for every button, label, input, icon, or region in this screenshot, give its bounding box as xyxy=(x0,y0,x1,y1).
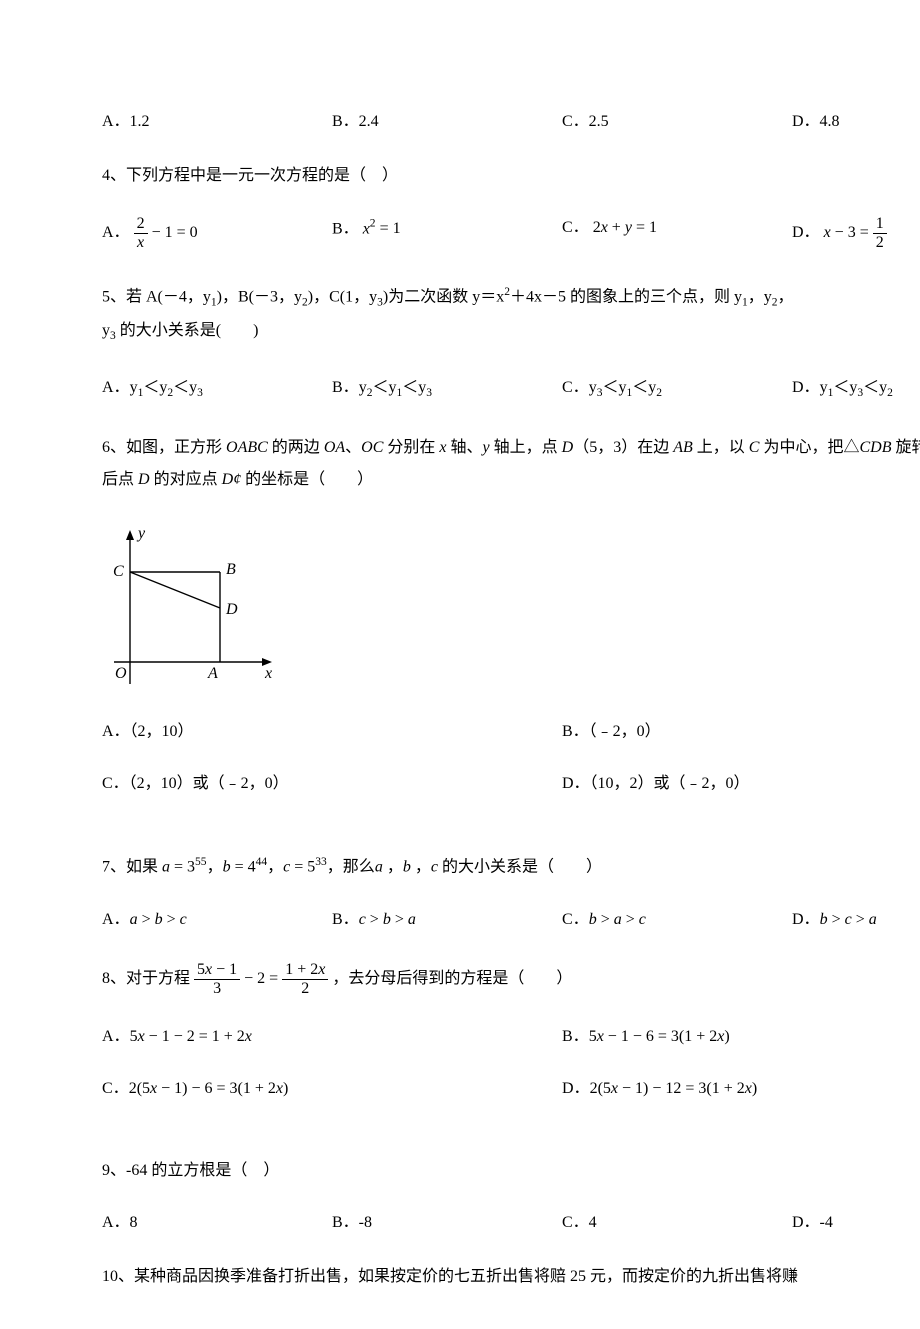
q4-options: A． 2x − 1 = 0 B． x2 = 1 C． 2x + y = 1 D．… xyxy=(102,216,920,251)
q3-opt-b: B．2.4 xyxy=(332,110,562,134)
q4: 4、下列方程中是一元一次方程的是（ ） A． 2x − 1 = 0 B． x2 … xyxy=(102,164,920,251)
q7-opt-a: A．a > b > c xyxy=(102,908,332,932)
q6-opt-d: D．（10，2）或（﹣2，0） xyxy=(562,772,920,796)
q7-opt-c: C．b > a > c xyxy=(562,908,792,932)
q9-opt-d: D．-4 xyxy=(792,1211,920,1235)
q9-opt-c: C．4 xyxy=(562,1211,792,1235)
q7-stem: 7、如果 a = 355，b = 444，c = 533，那么a ，b ，c 的… xyxy=(102,854,920,879)
label-O: O xyxy=(115,665,127,682)
q7-opt-b: B．c > b > a xyxy=(332,908,562,932)
q4-opt-b: B． x2 = 1 xyxy=(332,216,562,251)
q5-opt-b: B．y2＜y1＜y3 xyxy=(332,376,562,402)
q8-stem: 8、对于方程 5x − 13 − 2 = 1 + 2x2 ，去分母后得到的方程是… xyxy=(102,962,920,997)
axis-x-label: x xyxy=(264,665,272,682)
q4-opt-a: A． 2x − 1 = 0 xyxy=(102,216,332,251)
q4-stem: 4、下列方程中是一元一次方程的是（ ） xyxy=(102,164,920,188)
label-B: B xyxy=(226,561,236,578)
q5-options: A．y1＜y2＜y3 B．y2＜y1＜y3 C．y3＜y1＜y2 D．y1＜y3… xyxy=(102,376,920,402)
q7-opt-d: D．b > c > a xyxy=(792,908,920,932)
q3-opt-d: D．4.8 xyxy=(792,110,920,134)
q9-options: A．8 B．-8 C．4 D．-4 xyxy=(102,1211,920,1235)
label-A: A xyxy=(207,665,218,682)
q5-opt-a: A．y1＜y2＜y3 xyxy=(102,376,332,402)
q8: 8、对于方程 5x − 13 − 2 = 1 + 2x2 ，去分母后得到的方程是… xyxy=(102,962,920,1129)
q8-options: A．5x − 1 − 2 = 1 + 2x B．5x − 1 − 6 = 3(1… xyxy=(102,1025,920,1129)
q7: 7、如果 a = 355，b = 444，c = 533，那么a ，b ，c 的… xyxy=(102,854,920,931)
q5-stem: 5、若 A(－4，y1)，B(－3，y2)，C(1，y3)为二次函数 y＝x2＋… xyxy=(102,281,920,348)
q6-opt-b: B．（﹣2，0） xyxy=(562,720,920,744)
q10: 10、某种商品因换季准备打折出售，如果按定价的七五折出售将赔 25 元，而按定价… xyxy=(102,1265,920,1289)
q9-opt-a: A．8 xyxy=(102,1211,332,1235)
label-C: C xyxy=(113,563,124,580)
q7-options: A．a > b > c B．c > b > a C．b > a > c D．b … xyxy=(102,908,920,932)
q6-stem: 6、如图，正方形 OABC 的两边 OA、OC 分别在 x 轴、y 轴上，点 D… xyxy=(102,432,920,496)
label-D: D xyxy=(225,601,238,618)
q10-stem: 10、某种商品因换季准备打折出售，如果按定价的七五折出售将赔 25 元，而按定价… xyxy=(102,1265,920,1289)
q5: 5、若 A(－4，y1)，B(－3，y2)，C(1，y3)为二次函数 y＝x2＋… xyxy=(102,281,920,402)
q9-stem: 9、-64 的立方根是（ ） xyxy=(102,1159,920,1183)
q8-opt-d: D．2(5x − 1) − 12 = 3(1 + 2x) xyxy=(562,1077,920,1101)
q4-opt-d: D． x − 3 = 12 xyxy=(792,216,920,251)
q6-figure: y x O C B D A xyxy=(108,524,920,700)
axis-y-label: y xyxy=(136,525,146,542)
q8-opt-b: B．5x − 1 − 6 = 3(1 + 2x) xyxy=(562,1025,920,1049)
q6-opt-a: A．（2，10） xyxy=(102,720,562,744)
q6: 6、如图，正方形 OABC 的两边 OA、OC 分别在 x 轴、y 轴上，点 D… xyxy=(102,432,920,824)
q6-options: A．（2，10） B．（﹣2，0） C．（2，10）或（﹣2，0） D．（10，… xyxy=(102,720,920,824)
q3-options: A．1.2 B．2.4 C．2.5 D．4.8 xyxy=(102,110,920,134)
q5-opt-c: C．y3＜y1＜y2 xyxy=(562,376,792,402)
q9-opt-b: B．-8 xyxy=(332,1211,562,1235)
q4-opt-c: C． 2x + y = 1 xyxy=(562,216,792,251)
q9: 9、-64 的立方根是（ ） A．8 B．-8 C．4 D．-4 xyxy=(102,1159,920,1235)
q8-opt-c: C．2(5x − 1) − 6 = 3(1 + 2x) xyxy=(102,1077,562,1101)
q8-opt-a: A．5x − 1 − 2 = 1 + 2x xyxy=(102,1025,562,1049)
q3-opt-a: A．1.2 xyxy=(102,110,332,134)
q6-opt-c: C．（2，10）或（﹣2，0） xyxy=(102,772,562,796)
q3-opt-c: C．2.5 xyxy=(562,110,792,134)
q5-opt-d: D．y1＜y3＜y2 xyxy=(792,376,920,402)
